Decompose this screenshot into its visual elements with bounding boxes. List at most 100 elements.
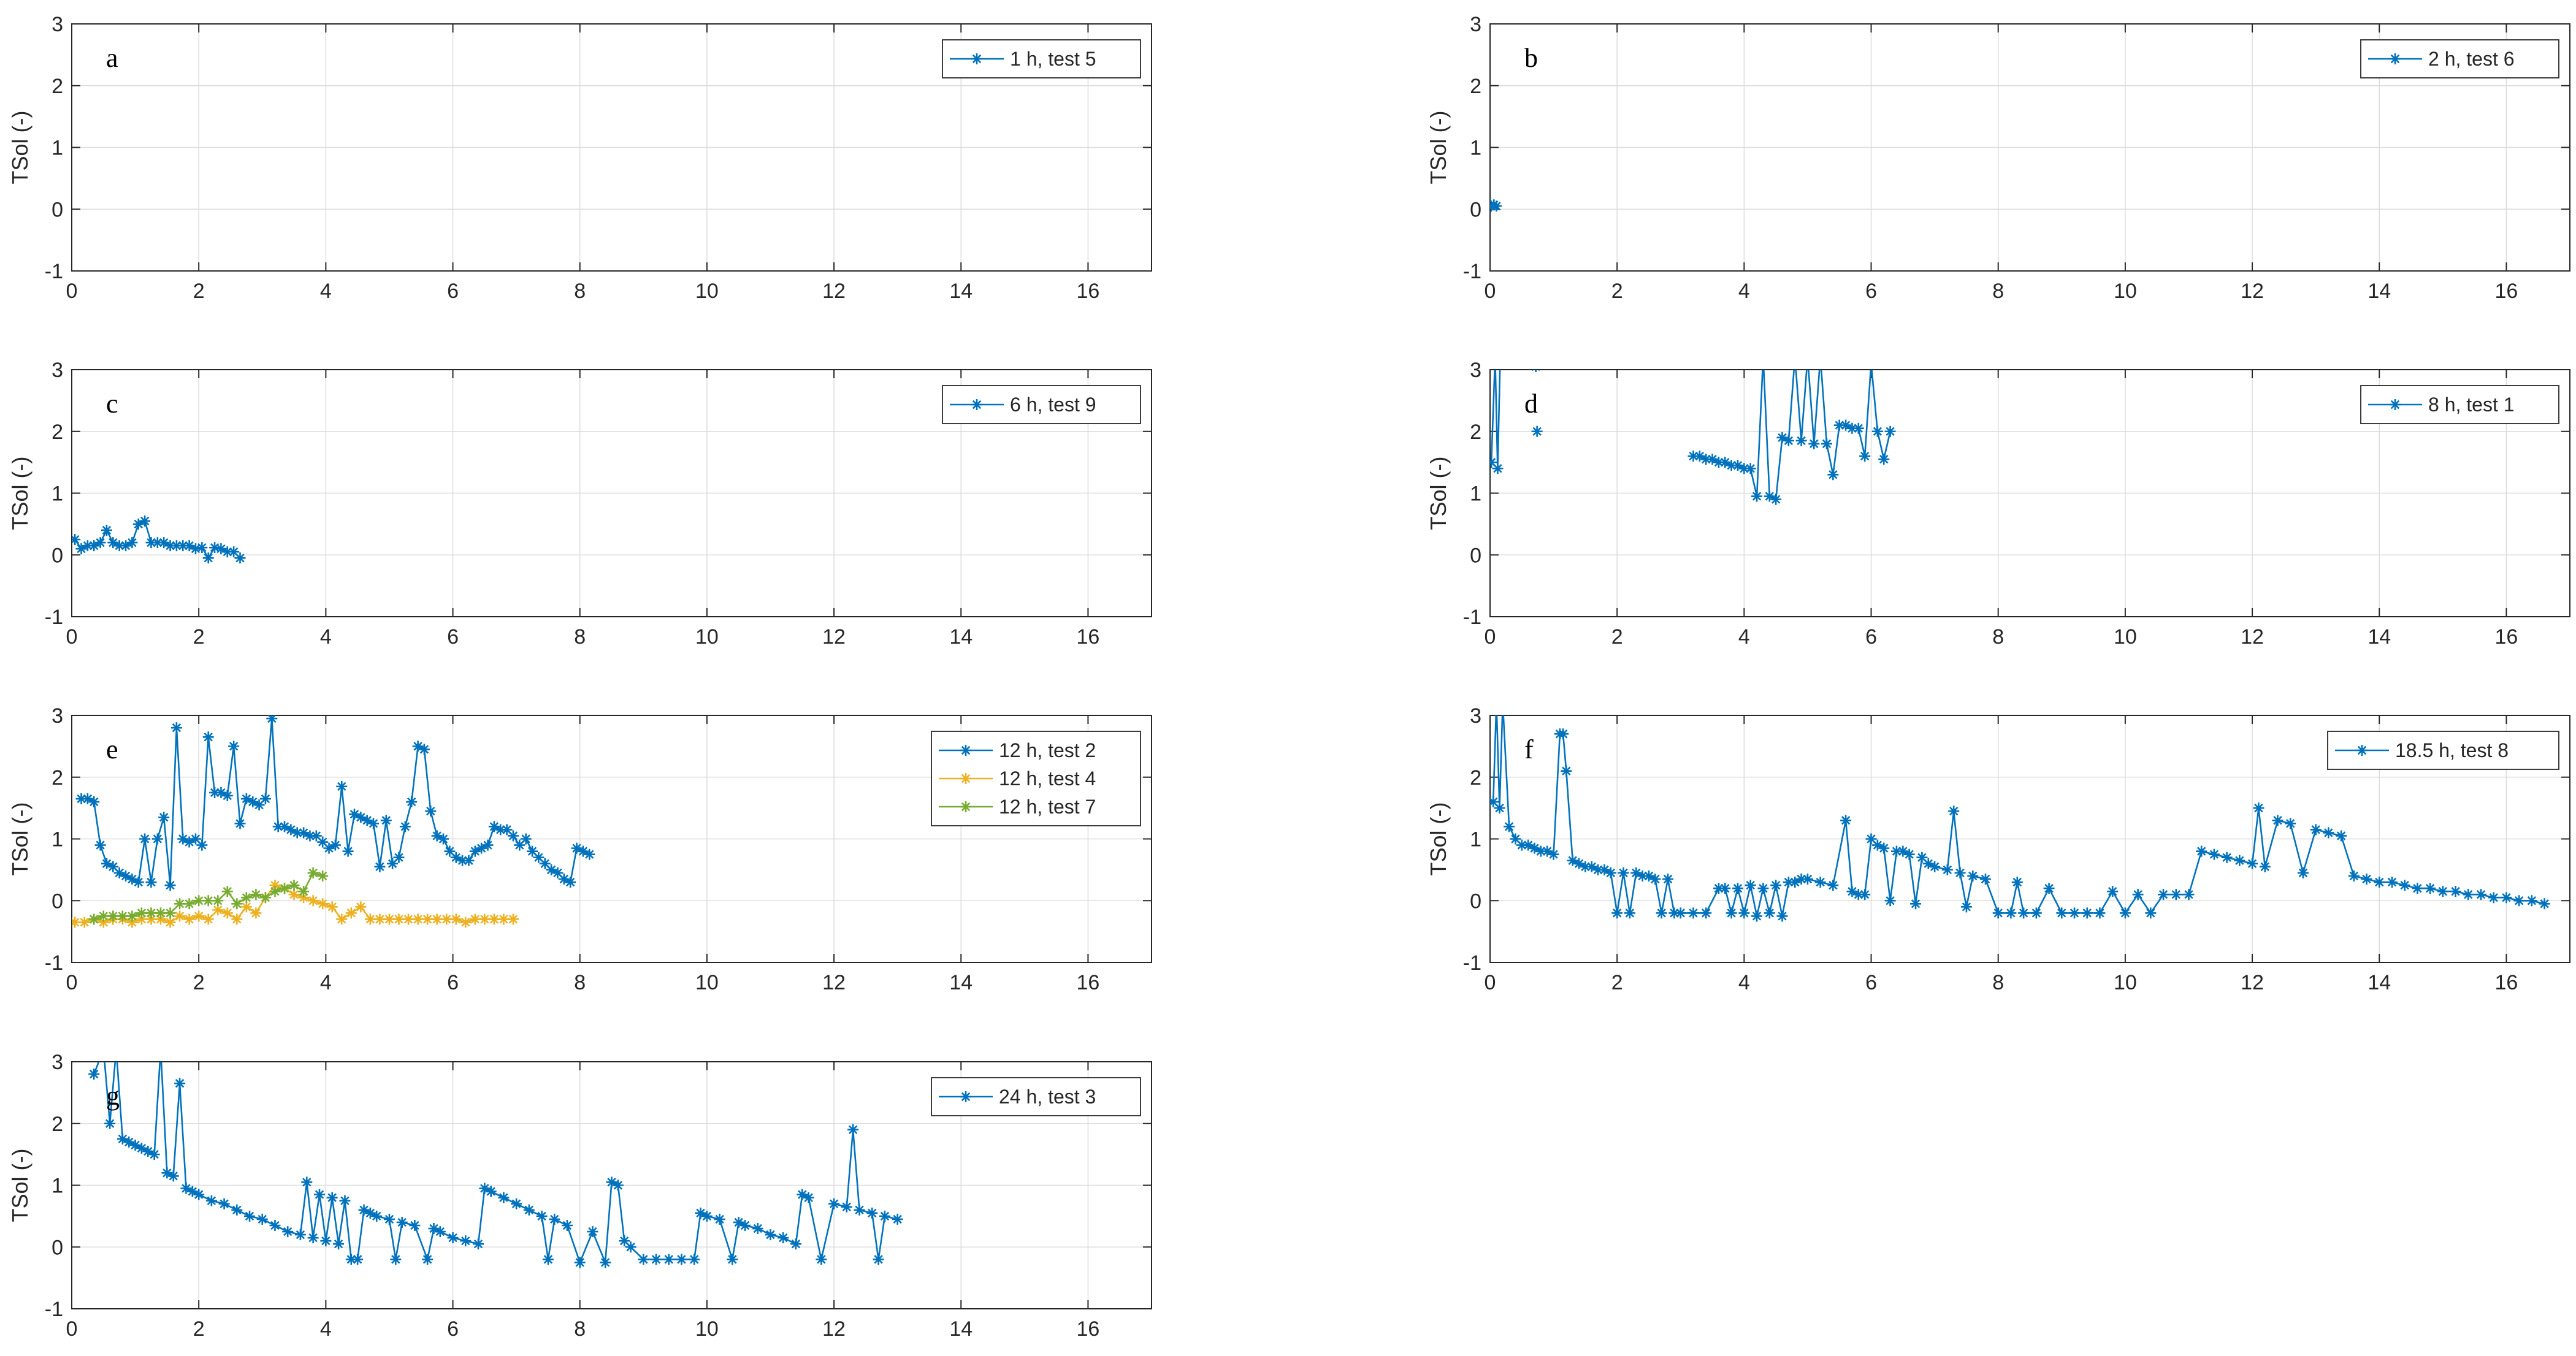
data-point — [498, 913, 510, 925]
data-point — [151, 537, 163, 549]
data-point — [1789, 877, 1801, 888]
data-point — [221, 790, 233, 801]
x-tick-label: 16 — [2494, 971, 2518, 994]
data-point — [117, 1133, 128, 1145]
data-point — [313, 1189, 325, 1200]
x-tick-label: 14 — [2368, 625, 2391, 649]
y-tick-label: -1 — [45, 606, 63, 629]
data-point — [1497, 698, 1508, 709]
x-tick-label: 0 — [66, 625, 78, 649]
x-tick-label: 14 — [949, 1317, 973, 1341]
data-point — [1840, 815, 1852, 826]
data-point — [177, 540, 189, 552]
data-point — [326, 1192, 338, 1203]
y-axis-label: TSol (-) — [7, 457, 32, 530]
data-point — [352, 1254, 364, 1265]
data-point — [374, 861, 386, 872]
data-point — [1821, 438, 1833, 449]
data-point — [701, 1210, 713, 1222]
data-point — [2513, 895, 2525, 907]
data-point — [2145, 907, 2157, 919]
data-point — [2234, 855, 2245, 866]
data-point — [1573, 858, 1585, 869]
data-point — [1890, 845, 1902, 857]
data-point — [266, 715, 278, 725]
data-point — [107, 537, 119, 549]
data-point — [1903, 848, 1915, 860]
series-group — [72, 715, 595, 928]
data-point — [212, 904, 224, 916]
data-point — [778, 1232, 789, 1244]
data-point — [1491, 200, 1502, 212]
data-point — [651, 1254, 662, 1265]
data-point — [1611, 907, 1623, 919]
data-point — [123, 1136, 135, 1148]
data-point — [2386, 877, 2398, 888]
y-tick-label: 0 — [1470, 198, 1481, 221]
data-point — [2425, 883, 2436, 894]
data-point — [1948, 806, 1960, 817]
data-point — [2043, 883, 2055, 894]
data-point — [177, 833, 189, 845]
y-tick-label: -1 — [1463, 951, 1481, 975]
data-point — [259, 793, 271, 805]
data-point — [2526, 895, 2537, 907]
data-point — [202, 552, 214, 564]
data-point — [733, 1216, 744, 1228]
x-tick-label: 4 — [320, 1317, 332, 1341]
data-point — [139, 515, 151, 527]
data-point — [107, 910, 119, 922]
data-point — [1757, 883, 1769, 894]
panel-label: f — [1524, 734, 1534, 764]
data-point — [193, 895, 205, 907]
x-tick-label: 10 — [2114, 971, 2137, 994]
data-point — [113, 540, 125, 552]
data-point — [1495, 352, 1506, 363]
data-point — [1865, 833, 1877, 845]
x-tick-label: 16 — [1076, 625, 1099, 649]
data-point — [158, 812, 170, 823]
data-point — [139, 833, 151, 845]
data-point — [752, 1223, 763, 1235]
data-point — [202, 913, 214, 925]
x-tick-label: 10 — [695, 1317, 719, 1341]
data-point — [231, 898, 243, 910]
data-point — [145, 537, 157, 549]
data-point — [202, 731, 214, 743]
data-point — [1561, 765, 1572, 777]
data-point — [816, 1254, 827, 1265]
data-point — [1523, 839, 1534, 851]
y-tick-label: 1 — [52, 137, 63, 160]
x-tick-label: 14 — [949, 625, 973, 649]
data-point — [161, 1167, 173, 1179]
data-point — [1979, 873, 1991, 885]
data-point — [120, 870, 132, 882]
data-point — [364, 1207, 376, 1219]
x-tick-label: 2 — [193, 625, 205, 649]
data-point — [450, 913, 462, 925]
data-point — [250, 907, 262, 919]
y-tick-label: 0 — [52, 1236, 63, 1259]
data-point — [304, 830, 316, 842]
data-point — [1707, 454, 1718, 465]
data-point — [183, 540, 195, 552]
x-tick-label: 4 — [320, 971, 332, 994]
data-point — [1764, 907, 1775, 919]
data-point — [476, 842, 487, 854]
y-tick-label: 0 — [1470, 889, 1481, 913]
data-point — [234, 818, 246, 829]
data-point — [1489, 352, 1500, 363]
data-point — [2018, 907, 2030, 919]
data-point — [2361, 873, 2372, 885]
data-point — [240, 901, 252, 913]
data-point — [740, 1219, 751, 1231]
y-tick-label: 1 — [52, 482, 63, 506]
x-tick-label: 12 — [822, 280, 846, 303]
data-point — [1941, 864, 1953, 875]
data-point — [1726, 907, 1737, 919]
x-tick-label: 10 — [695, 625, 719, 649]
data-point — [527, 845, 538, 857]
